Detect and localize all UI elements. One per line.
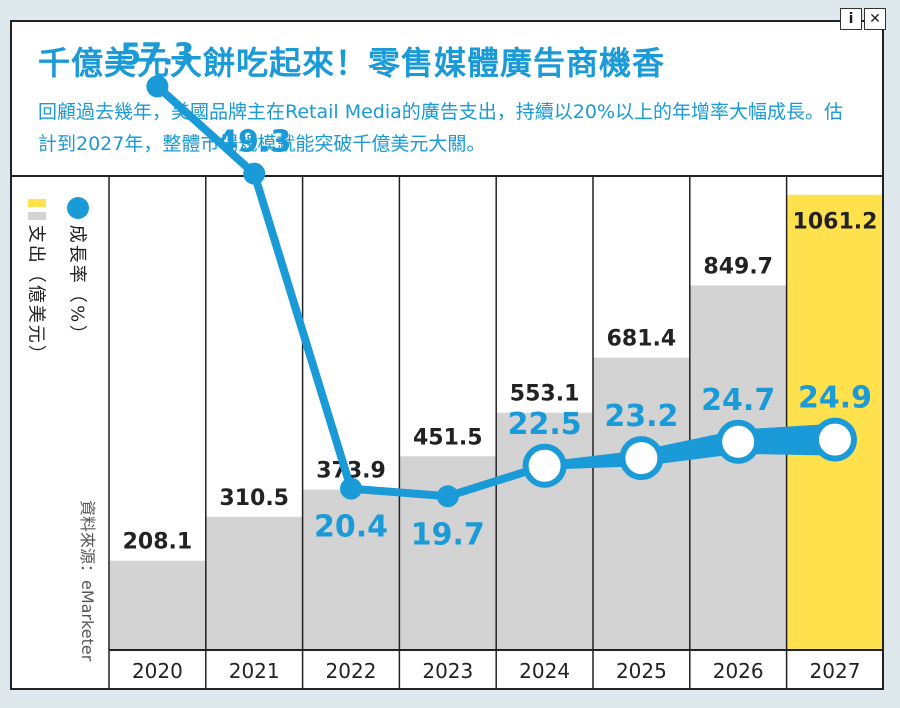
svg-text:出: 出 (26, 245, 47, 263)
svg-text:元: 元 (26, 325, 47, 343)
x-tick-label: 2027 (810, 659, 861, 683)
svg-text:）: ） (26, 345, 47, 363)
spend-value-label: 208.1 (123, 530, 193, 555)
x-tick-label: 2021 (229, 659, 280, 683)
svg-text:%: % (67, 305, 88, 322)
svg-text:成: 成 (67, 225, 88, 243)
growth-marker-forecast (716, 419, 761, 464)
spend-value-label: 1061.2 (793, 210, 878, 235)
growth-marker (436, 485, 459, 508)
growth-marker (146, 75, 169, 98)
chart-area: 2020 2021 2022 2023 2024 2025 2026 2027 208.1 310… (12, 37, 882, 688)
svg-text:美: 美 (26, 305, 47, 323)
legend-swatch-yellow (28, 199, 46, 207)
spend-value-label: 849.7 (703, 254, 773, 279)
svg-text:（: （ (67, 285, 88, 303)
legend-spend-label: 支出 （ 億美元 ） (26, 225, 47, 363)
spend-value-label: 451.5 (413, 425, 483, 450)
spend-bar (205, 516, 303, 650)
spend-value-label: 681.4 (607, 327, 677, 352)
x-tick-label: 2024 (519, 659, 570, 683)
growth-value-label: 49.3 (217, 125, 291, 160)
info-icon[interactable]: i (840, 8, 862, 30)
x-tick-label: 2023 (422, 659, 473, 683)
legend-marker-growth (67, 197, 89, 219)
svg-text:長: 長 (67, 245, 88, 263)
x-tick-label: 2026 (713, 659, 764, 683)
growth-marker-forecast (619, 436, 664, 481)
spend-value-label: 553.1 (510, 382, 580, 407)
growth-value-label: 19.7 (411, 517, 485, 552)
growth-value-label: 24.7 (701, 383, 775, 418)
chart-panel: 千億美元大餅吃起來！零售媒體廣告商機香 回顧過去幾年，美國品牌主在Retail … (10, 20, 884, 690)
spend-bar (302, 489, 400, 650)
growth-value-label: 24.9 (798, 381, 872, 416)
x-tick-label: 2022 (326, 659, 377, 683)
growth-marker-forecast (522, 443, 567, 488)
growth-marker (340, 477, 362, 500)
growth-value-label: 20.4 (314, 510, 388, 545)
spend-value-label: 310.5 (219, 486, 289, 511)
spend-bar (109, 560, 206, 650)
growth-line-forecast (544, 423, 835, 470)
chart-title: 千億美元大餅吃起來！零售媒體廣告商機香 (38, 44, 666, 82)
growth-value-label: 23.2 (604, 399, 678, 434)
svg-text:支: 支 (26, 225, 47, 243)
ad-controls: i ✕ (840, 8, 886, 30)
legend-growth-label: 成長率 （% ） (67, 225, 88, 343)
growth-value-label: 57.3 (120, 37, 194, 72)
spend-bar (593, 357, 690, 650)
x-tick-label: 2020 (132, 659, 183, 683)
chart-subtitle: 回顧過去幾年，美國品牌主在Retail Media的廣告支出，持續以20%以上的… (38, 101, 844, 155)
growth-marker (243, 162, 266, 185)
svg-text:）: ） (67, 325, 88, 343)
svg-text:億: 億 (26, 285, 47, 303)
spend-bar (689, 285, 787, 650)
x-tick-label: 2025 (616, 659, 667, 683)
svg-text:（: （ (26, 265, 47, 283)
growth-value-label: 22.5 (508, 407, 582, 442)
source-note: 資料來源：eMarketer (78, 500, 97, 662)
growth-line-actual (154, 83, 546, 501)
svg-text:率: 率 (67, 265, 88, 283)
legend-swatch-gray (28, 212, 46, 220)
growth-marker-forecast (813, 417, 857, 462)
close-icon[interactable]: ✕ (864, 8, 886, 30)
